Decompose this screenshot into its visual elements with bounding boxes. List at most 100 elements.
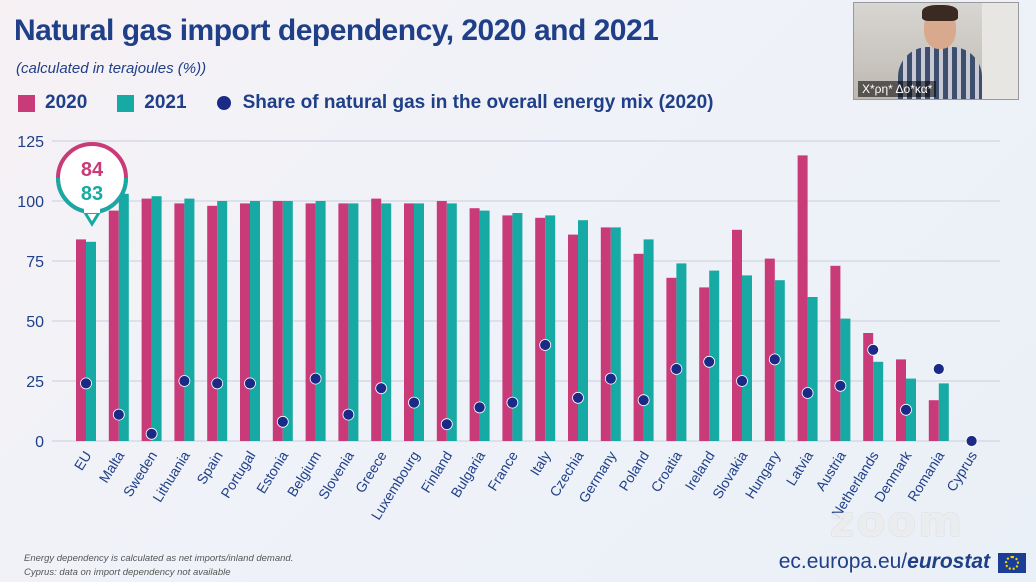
webcam-thumbnail[interactable]: Χ*ρη* Δο*κα* — [853, 2, 1019, 100]
bar-2021 — [217, 201, 228, 441]
share-dot — [965, 435, 978, 447]
bar-2020 — [633, 253, 644, 441]
bar-2020 — [863, 333, 874, 441]
bar-2020 — [371, 198, 382, 441]
bar-2021 — [578, 220, 588, 441]
bar-2021 — [873, 361, 884, 441]
x-tick-label: Cyprus — [943, 448, 980, 494]
share-dot — [145, 427, 158, 440]
bar-2020 — [305, 203, 316, 441]
footnote-line-2: Cyprus: data on import dependency not av… — [24, 567, 231, 578]
bar-2021 — [381, 203, 392, 441]
share-dot — [440, 418, 453, 431]
source-prefix: ec.europa.eu/ — [778, 550, 908, 573]
x-tick-label: France — [484, 448, 521, 494]
bar-2020 — [830, 265, 841, 441]
y-tick-label: 25 — [26, 374, 44, 391]
bar-2021 — [545, 215, 556, 441]
legend-swatch-2021 — [117, 94, 135, 112]
bar-2021 — [676, 263, 687, 441]
bar-2021 — [512, 213, 523, 441]
share-dot — [112, 408, 125, 421]
share-dot — [342, 408, 355, 421]
share-dot — [178, 375, 191, 387]
bar-2021 — [446, 203, 457, 441]
footnote-line-1: Energy dependency is calculated as net i… — [24, 553, 294, 564]
legend-label-2020: 2020 — [45, 92, 88, 113]
share-dot — [80, 377, 92, 390]
y-tick-label: 100 — [17, 194, 44, 211]
legend-item-dots: Share of natural gas in the overall ener… — [216, 92, 714, 114]
bar-2021 — [184, 198, 195, 441]
bar-2020 — [896, 359, 906, 441]
chart-legend: 2020 2021 Share of natural gas in the ov… — [18, 88, 744, 118]
share-dot — [604, 372, 617, 385]
bar-2021 — [118, 193, 129, 441]
chart-title: Natural gas import dependency, 2020 and … — [14, 14, 659, 47]
callout-gap — [84, 208, 100, 213]
share-dot — [572, 391, 584, 404]
bar-2020 — [600, 227, 611, 441]
share-dot — [703, 355, 716, 368]
bar-2020 — [174, 203, 185, 441]
share-dot — [309, 372, 322, 385]
bar-2020 — [108, 210, 119, 441]
bar-2021 — [86, 241, 96, 441]
share-dot — [244, 377, 256, 390]
share-dot — [473, 401, 486, 414]
share-dot — [900, 403, 912, 416]
callout-value-2020: 84 — [81, 159, 104, 181]
x-tick-label: EU — [71, 448, 95, 473]
bar-2020 — [207, 205, 218, 441]
bar-2020 — [732, 229, 742, 441]
legend-swatch-2020 — [18, 94, 35, 112]
share-dot — [932, 363, 945, 375]
bar-2021 — [348, 203, 359, 441]
bar-2020 — [338, 203, 349, 441]
bar-2020 — [535, 217, 546, 441]
bar-2020 — [272, 201, 283, 441]
legend-item-2020: 2020 — [18, 92, 87, 114]
bar-2020 — [928, 400, 939, 441]
webcam-wall — [982, 3, 1018, 99]
share-dot — [408, 396, 420, 409]
bar-2020 — [240, 203, 250, 441]
y-tick-label: 50 — [26, 314, 44, 331]
legend-label-2021: 2021 — [144, 92, 187, 113]
bar-2020 — [404, 203, 414, 441]
bar-2020 — [502, 215, 513, 441]
bar-2021 — [610, 227, 621, 441]
source-brand: eurostat — [907, 550, 990, 573]
x-tick-label: Malta — [96, 448, 128, 486]
legend-label-dots: Share of natural gas in the overall ener… — [242, 92, 714, 113]
bar-2021 — [938, 383, 949, 441]
share-dot — [834, 379, 847, 392]
bar-2021 — [479, 210, 490, 441]
share-dot — [736, 375, 748, 387]
bar-2021 — [807, 297, 818, 441]
bar-2021 — [709, 270, 720, 441]
y-tick-label: 75 — [26, 254, 44, 271]
share-dot — [768, 353, 781, 366]
share-dot — [867, 343, 880, 356]
share-dot — [637, 394, 650, 407]
x-tick-label: Italy — [527, 448, 554, 478]
webcam-person-hair — [922, 5, 958, 21]
webcam-participant-name: Χ*ρη* Δο*κα* — [858, 81, 937, 97]
bar-2020 — [764, 258, 775, 441]
zoom-watermark: zoom — [830, 497, 964, 546]
bar-2020 — [436, 201, 447, 441]
bar-2021 — [414, 203, 424, 441]
bar-2020 — [568, 234, 578, 441]
footnotes: Energy dependency is calculated as net i… — [24, 552, 293, 580]
legend-dot — [216, 96, 231, 110]
share-dot — [375, 382, 388, 395]
share-dot — [539, 339, 552, 351]
chart-subtitle: (calculated in terajoules (%)) — [16, 60, 207, 77]
bar-2020 — [76, 239, 86, 441]
share-dot — [276, 415, 289, 428]
legend-item-2021: 2021 — [117, 92, 187, 114]
share-dot — [801, 387, 814, 399]
x-tick-label: Spain — [193, 448, 226, 487]
